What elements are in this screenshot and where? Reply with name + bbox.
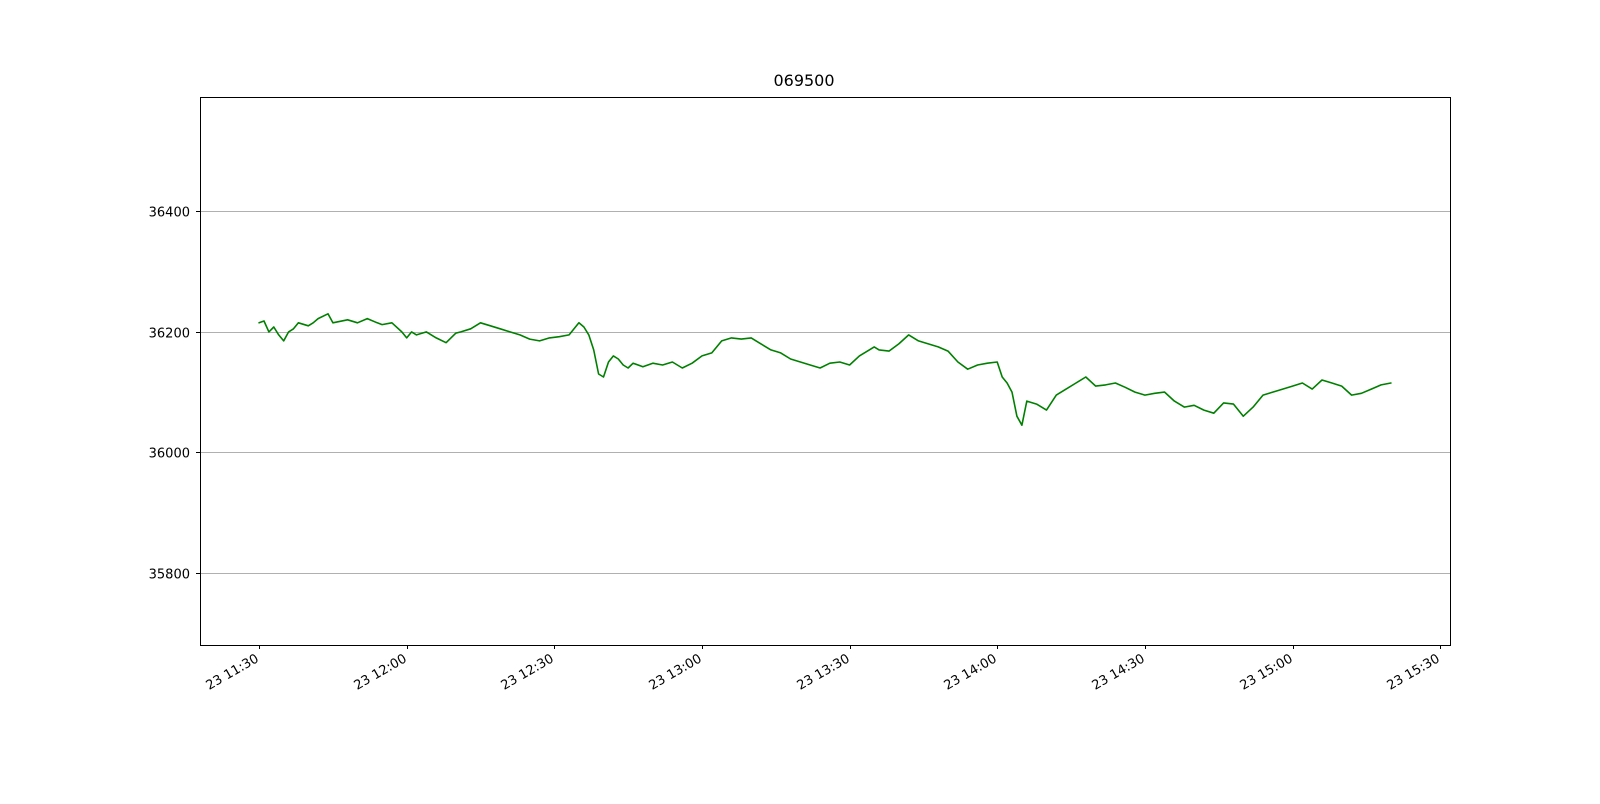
x-tick-label: 23 13:30 [795, 651, 853, 693]
gridlines [200, 211, 1450, 574]
x-tick-label: 23 15:30 [1385, 651, 1443, 693]
series-line [258, 312, 1392, 427]
y-tick-label: 36200 [149, 327, 190, 342]
x-tick-label: 23 14:00 [942, 651, 1000, 693]
x-tick-label: 23 12:30 [499, 651, 557, 693]
plot-area-frame [200, 97, 1451, 646]
y-tick-label: 36000 [149, 447, 190, 462]
series-layer [258, 312, 1392, 427]
x-tick-label: 23 14:30 [1090, 651, 1148, 693]
x-tick-label: 23 12:00 [352, 651, 410, 693]
x-axis: 23 11:30 23 12:00 23 12:30 23 13:00 23 13:30… [204, 645, 1443, 694]
chart-title: 069500 [773, 71, 834, 90]
y-tick-label: 36400 [149, 206, 190, 221]
y-tick-label: 35800 [149, 568, 190, 583]
x-tick-label: 23 15:00 [1238, 651, 1296, 693]
x-tick-label: 23 13:00 [647, 651, 705, 693]
y-axis: 35800 36000 36200 36400 [149, 206, 200, 583]
x-tick-label: 23 11:30 [204, 651, 262, 693]
